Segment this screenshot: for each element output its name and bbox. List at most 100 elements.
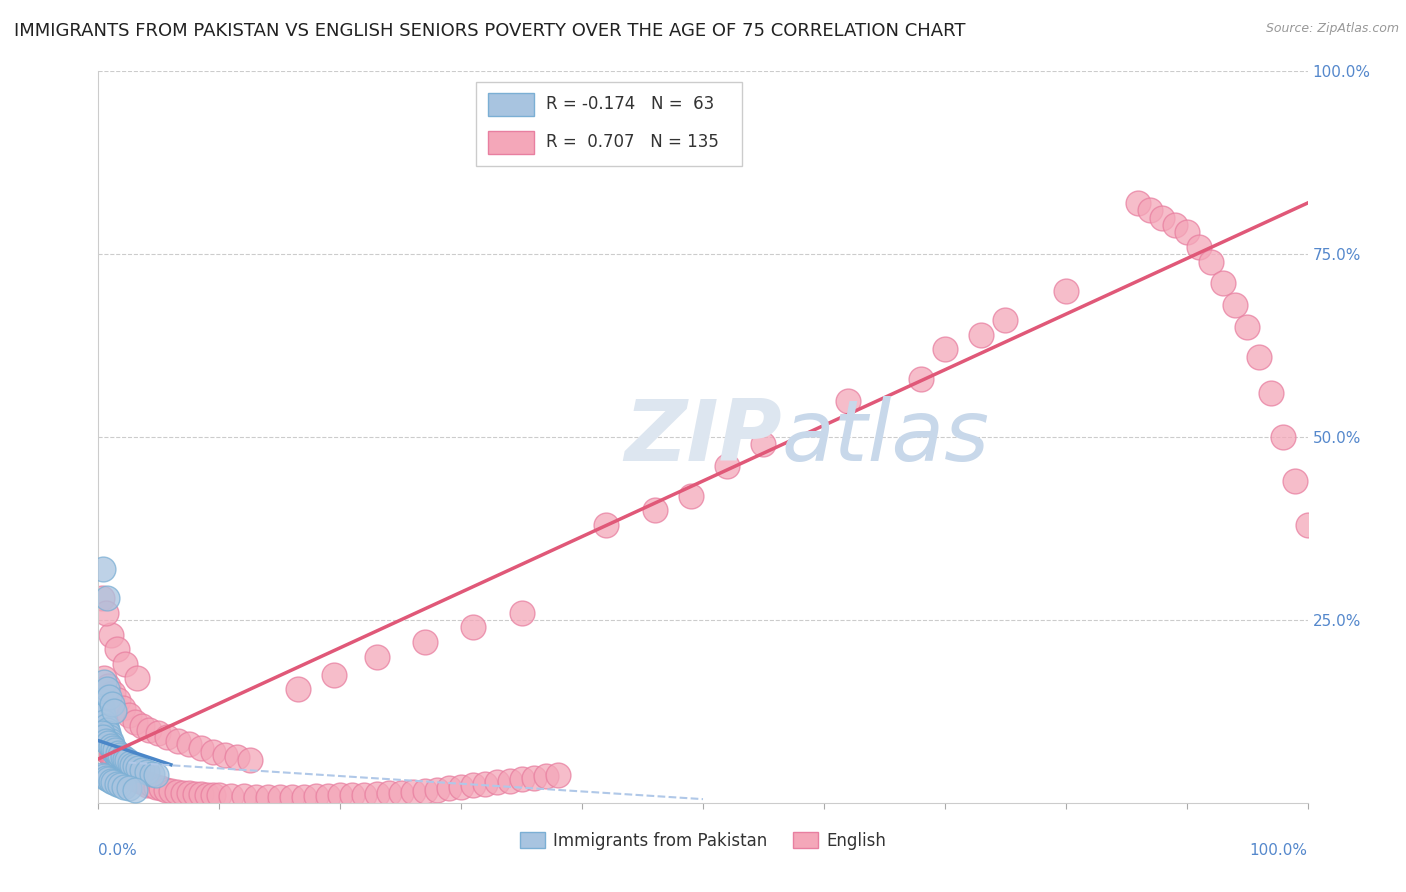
Point	[108, 761, 131, 775]
Point	[128, 773, 150, 788]
Point	[114, 765, 136, 780]
Point	[107, 746, 129, 760]
Point	[91, 768, 114, 782]
Point	[679, 489, 702, 503]
Point	[1054, 284, 1077, 298]
Point	[208, 789, 231, 803]
Text: atlas: atlas	[782, 395, 990, 479]
Point	[114, 657, 136, 671]
Point	[752, 437, 775, 451]
Point	[100, 627, 122, 641]
Point	[118, 756, 141, 770]
Point	[111, 750, 134, 764]
Point	[104, 746, 127, 760]
Point	[450, 780, 472, 794]
Point	[232, 789, 254, 804]
Point	[1188, 240, 1211, 254]
Point	[98, 730, 121, 744]
Point	[108, 753, 131, 767]
Point	[125, 772, 148, 787]
Point	[131, 719, 153, 733]
Point	[316, 789, 339, 804]
Point	[179, 737, 201, 751]
Point	[1128, 196, 1150, 211]
Point	[292, 789, 315, 804]
Point	[221, 789, 243, 804]
Point	[323, 667, 346, 681]
Point	[112, 780, 135, 794]
Point	[93, 715, 115, 730]
Point	[98, 746, 121, 760]
Point	[595, 517, 617, 532]
Point	[117, 764, 139, 778]
Point	[156, 730, 179, 744]
Point	[94, 606, 117, 620]
Point	[94, 740, 117, 755]
Point	[1223, 298, 1246, 312]
Point	[135, 778, 157, 792]
Point	[190, 740, 212, 755]
Point	[534, 769, 557, 783]
Point	[150, 781, 173, 796]
Point	[132, 775, 155, 789]
Point	[90, 730, 112, 744]
Legend: Immigrants from Pakistan, English: Immigrants from Pakistan, English	[513, 825, 893, 856]
Point	[155, 782, 177, 797]
Point	[498, 773, 520, 788]
Point	[127, 672, 149, 686]
Text: R =  0.707   N = 135: R = 0.707 N = 135	[546, 133, 718, 152]
Point	[104, 755, 127, 769]
Point	[523, 771, 546, 785]
Text: 100.0%: 100.0%	[1250, 843, 1308, 858]
Point	[970, 327, 993, 342]
Point	[107, 750, 129, 764]
Point	[97, 726, 120, 740]
Point	[107, 757, 129, 772]
Text: ZIP: ZIP	[624, 395, 782, 479]
Point	[131, 763, 153, 777]
Point	[105, 642, 128, 657]
Point	[910, 371, 932, 385]
Point	[1272, 430, 1295, 444]
Point	[118, 768, 141, 782]
Point	[145, 768, 167, 782]
Point	[93, 769, 115, 783]
Point	[90, 693, 112, 707]
Point	[166, 785, 188, 799]
Point	[146, 726, 169, 740]
Point	[214, 748, 236, 763]
Point	[97, 736, 120, 750]
Point	[124, 782, 146, 797]
Point	[89, 726, 111, 740]
Point	[281, 789, 304, 804]
Point	[172, 786, 194, 800]
Point	[644, 503, 666, 517]
Point	[94, 733, 117, 747]
Point	[100, 737, 122, 751]
Text: Source: ZipAtlas.com: Source: ZipAtlas.com	[1265, 22, 1399, 36]
Point	[91, 733, 114, 747]
Point	[1152, 211, 1174, 225]
Text: IMMIGRANTS FROM PAKISTAN VS ENGLISH SENIORS POVERTY OVER THE AGE OF 75 CORRELATI: IMMIGRANTS FROM PAKISTAN VS ENGLISH SENI…	[14, 22, 966, 40]
Point	[108, 748, 131, 763]
Point	[103, 705, 125, 719]
Point	[202, 745, 225, 759]
Point	[91, 726, 114, 740]
Point	[98, 690, 121, 704]
Point	[101, 775, 124, 789]
Point	[1175, 225, 1198, 239]
Point	[437, 781, 460, 796]
Point	[105, 756, 128, 771]
Point	[190, 787, 212, 801]
Point	[329, 789, 352, 803]
Point	[96, 682, 118, 697]
Point	[91, 708, 114, 723]
Point	[110, 756, 132, 770]
Point	[716, 459, 738, 474]
Point	[934, 343, 956, 357]
Point	[256, 789, 278, 804]
Point	[127, 761, 149, 775]
Point	[138, 723, 160, 737]
Point	[97, 772, 120, 787]
Point	[100, 773, 122, 788]
